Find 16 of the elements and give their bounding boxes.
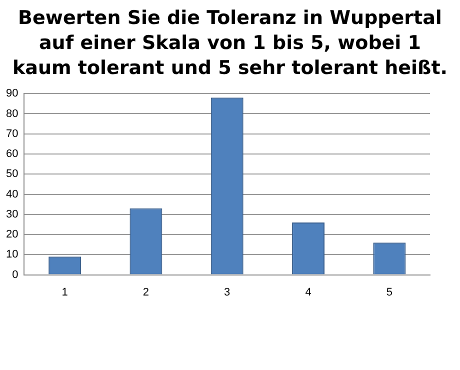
- y-tick-label: 30: [6, 208, 18, 220]
- y-tick-label: 10: [6, 248, 18, 261]
- chart-title: Bewerten Sie die Toleranz in Wuppertal auf einer Skala von 1 bis 5, wobei 1 kaum tolerant und 5 sehr tolerant heißt.: [12, 6, 448, 81]
- y-tick-label: 20: [6, 228, 18, 241]
- y-tick-label: 80: [6, 108, 18, 120]
- x-tick-label: 2: [142, 286, 150, 298]
- y-tick-label: 90: [6, 88, 18, 100]
- y-tick-label: 70: [6, 128, 18, 140]
- y-tick-label: 50: [6, 168, 18, 180]
- y-tick-label: 0: [12, 268, 18, 281]
- x-tick-label: 3: [224, 286, 230, 298]
- y-tick-label: 40: [6, 188, 18, 200]
- x-tick-label: 4: [305, 286, 312, 298]
- x-tick-label: 1: [62, 286, 68, 298]
- x-tick-label: 5: [386, 286, 392, 298]
- y-tick-label: 60: [6, 148, 18, 160]
